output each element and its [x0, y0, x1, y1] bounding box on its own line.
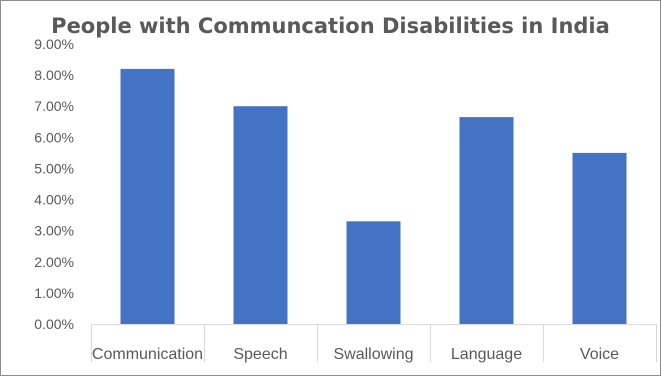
category-label: Swallowing	[333, 346, 413, 363]
y-tick-label: 1.00%	[34, 285, 74, 301]
category-labels: Communication Speech Swallowing Language Voi…	[92, 346, 619, 363]
category-label: Communication	[92, 346, 203, 363]
chart-title: People with Communcation Disabilities in…	[51, 14, 610, 38]
bar	[120, 68, 175, 324]
y-tick-label: 0.00%	[34, 316, 74, 332]
bars	[120, 68, 627, 324]
y-tick-label: 6.00%	[34, 129, 74, 145]
category-label: Language	[451, 346, 522, 363]
category-label: Voice	[580, 346, 619, 363]
x-axis	[91, 324, 657, 362]
bar	[459, 117, 514, 324]
y-axis: 0.00% 1.00% 2.00% 3.00% 4.00% 5.00% 6.00% 7.00%…	[34, 36, 74, 332]
y-tick-label: 9.00%	[34, 36, 74, 52]
y-tick-label: 4.00%	[34, 192, 74, 208]
bar	[346, 221, 401, 324]
y-tick-label: 3.00%	[34, 223, 74, 239]
category-label: Speech	[233, 346, 287, 363]
y-tick-label: 7.00%	[34, 98, 74, 114]
bar	[572, 152, 627, 324]
y-tick-label: 8.00%	[34, 67, 74, 83]
y-tick-label: 2.00%	[34, 254, 74, 270]
y-tick-label: 5.00%	[34, 160, 74, 176]
bar	[233, 106, 288, 324]
